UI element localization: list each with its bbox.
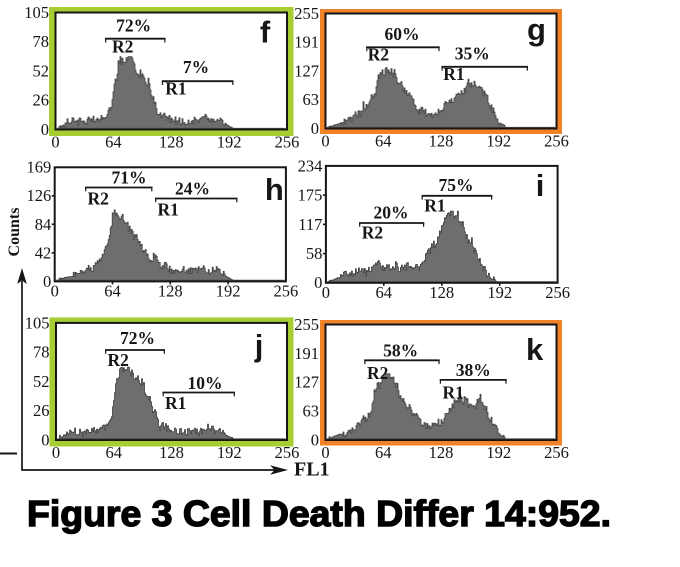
svg-text:60%: 60%	[385, 24, 420, 44]
svg-text:0: 0	[52, 443, 60, 462]
svg-text:26: 26	[33, 401, 50, 420]
svg-text:78: 78	[33, 343, 50, 362]
svg-text:7%: 7%	[183, 57, 209, 77]
svg-text:20%: 20%	[374, 203, 409, 223]
svg-text:64: 64	[375, 443, 392, 462]
svg-text:78: 78	[33, 32, 50, 51]
svg-text:64: 64	[376, 283, 393, 302]
svg-text:0: 0	[41, 430, 49, 449]
svg-text:10%: 10%	[188, 373, 223, 393]
svg-text:63: 63	[303, 90, 320, 109]
svg-text:128: 128	[429, 283, 454, 302]
svg-text:64: 64	[375, 132, 392, 151]
svg-text:191: 191	[294, 33, 319, 52]
svg-text:R1: R1	[165, 79, 186, 99]
svg-text:105: 105	[25, 313, 50, 332]
svg-text:255: 255	[294, 315, 319, 334]
svg-text:R2: R2	[108, 350, 129, 370]
svg-text:256: 256	[274, 281, 299, 300]
svg-text:24%: 24%	[175, 179, 210, 199]
svg-text:Figure 3 Cell Death Differ 14:: Figure 3 Cell Death Differ 14:952.	[27, 493, 611, 534]
svg-text:R2: R2	[362, 223, 383, 243]
svg-text:38%: 38%	[456, 360, 491, 380]
svg-text:127: 127	[294, 61, 319, 80]
svg-text:R1: R1	[424, 196, 445, 216]
svg-text:256: 256	[275, 443, 300, 462]
svg-text:84: 84	[35, 215, 52, 234]
svg-text:R1: R1	[443, 383, 464, 403]
svg-text:i: i	[536, 168, 545, 203]
svg-text:58%: 58%	[383, 341, 418, 361]
svg-text:128: 128	[159, 443, 184, 462]
svg-text:58: 58	[306, 244, 323, 263]
svg-text:256: 256	[544, 132, 569, 151]
svg-text:k: k	[526, 332, 544, 367]
svg-text:R2: R2	[368, 45, 389, 65]
svg-text:128: 128	[429, 132, 454, 151]
svg-text:128: 128	[429, 443, 454, 462]
svg-text:0: 0	[321, 443, 329, 462]
svg-text:35%: 35%	[455, 44, 490, 64]
svg-text:64: 64	[106, 443, 123, 462]
svg-text:FL1: FL1	[294, 459, 330, 481]
svg-text:0: 0	[51, 133, 59, 152]
svg-text:128: 128	[158, 281, 183, 300]
svg-text:Counts: Counts	[6, 208, 23, 257]
svg-text:72%: 72%	[120, 328, 155, 348]
svg-text:256: 256	[544, 443, 569, 462]
svg-text:0: 0	[41, 120, 49, 139]
svg-text:105: 105	[24, 3, 49, 22]
svg-text:192: 192	[216, 281, 241, 300]
svg-text:26: 26	[33, 91, 50, 110]
svg-text:127: 127	[294, 373, 319, 392]
svg-text:169: 169	[26, 158, 51, 177]
svg-text:71%: 71%	[112, 168, 147, 188]
svg-text:75%: 75%	[439, 175, 474, 195]
svg-text:0: 0	[322, 283, 330, 302]
svg-text:R2: R2	[88, 189, 109, 209]
svg-text:175: 175	[298, 186, 323, 205]
svg-text:R2: R2	[112, 37, 133, 57]
svg-text:117: 117	[298, 215, 322, 234]
svg-text:192: 192	[217, 133, 242, 152]
svg-text:R1: R1	[158, 200, 179, 220]
svg-text:R1: R1	[443, 64, 464, 84]
svg-text:128: 128	[159, 133, 184, 152]
svg-text:255: 255	[294, 4, 319, 23]
svg-text:192: 192	[486, 132, 511, 151]
svg-text:192: 192	[217, 443, 242, 462]
svg-text:j: j	[254, 328, 264, 363]
svg-text:0: 0	[43, 272, 51, 291]
svg-text:52: 52	[33, 372, 50, 391]
svg-text:0: 0	[311, 430, 319, 449]
svg-text:g: g	[527, 12, 546, 47]
svg-text:234: 234	[298, 156, 323, 175]
svg-text:0: 0	[311, 119, 319, 138]
svg-text:0: 0	[321, 132, 329, 151]
svg-text:42: 42	[35, 243, 52, 262]
svg-text:126: 126	[26, 186, 51, 205]
svg-text:h: h	[265, 172, 284, 207]
svg-text:52: 52	[33, 61, 50, 80]
svg-text:256: 256	[545, 283, 570, 302]
svg-text:256: 256	[275, 133, 300, 152]
svg-text:0: 0	[51, 281, 59, 300]
svg-text:64: 64	[105, 133, 122, 152]
svg-text:191: 191	[294, 344, 319, 363]
svg-text:f: f	[260, 15, 271, 50]
svg-text:64: 64	[104, 281, 121, 300]
svg-text:R2: R2	[367, 363, 388, 383]
svg-text:72%: 72%	[116, 16, 151, 36]
svg-text:R1: R1	[165, 393, 186, 413]
svg-text:192: 192	[486, 443, 511, 462]
svg-text:63: 63	[303, 402, 320, 421]
svg-text:0: 0	[314, 273, 322, 292]
svg-text:192: 192	[487, 283, 512, 302]
